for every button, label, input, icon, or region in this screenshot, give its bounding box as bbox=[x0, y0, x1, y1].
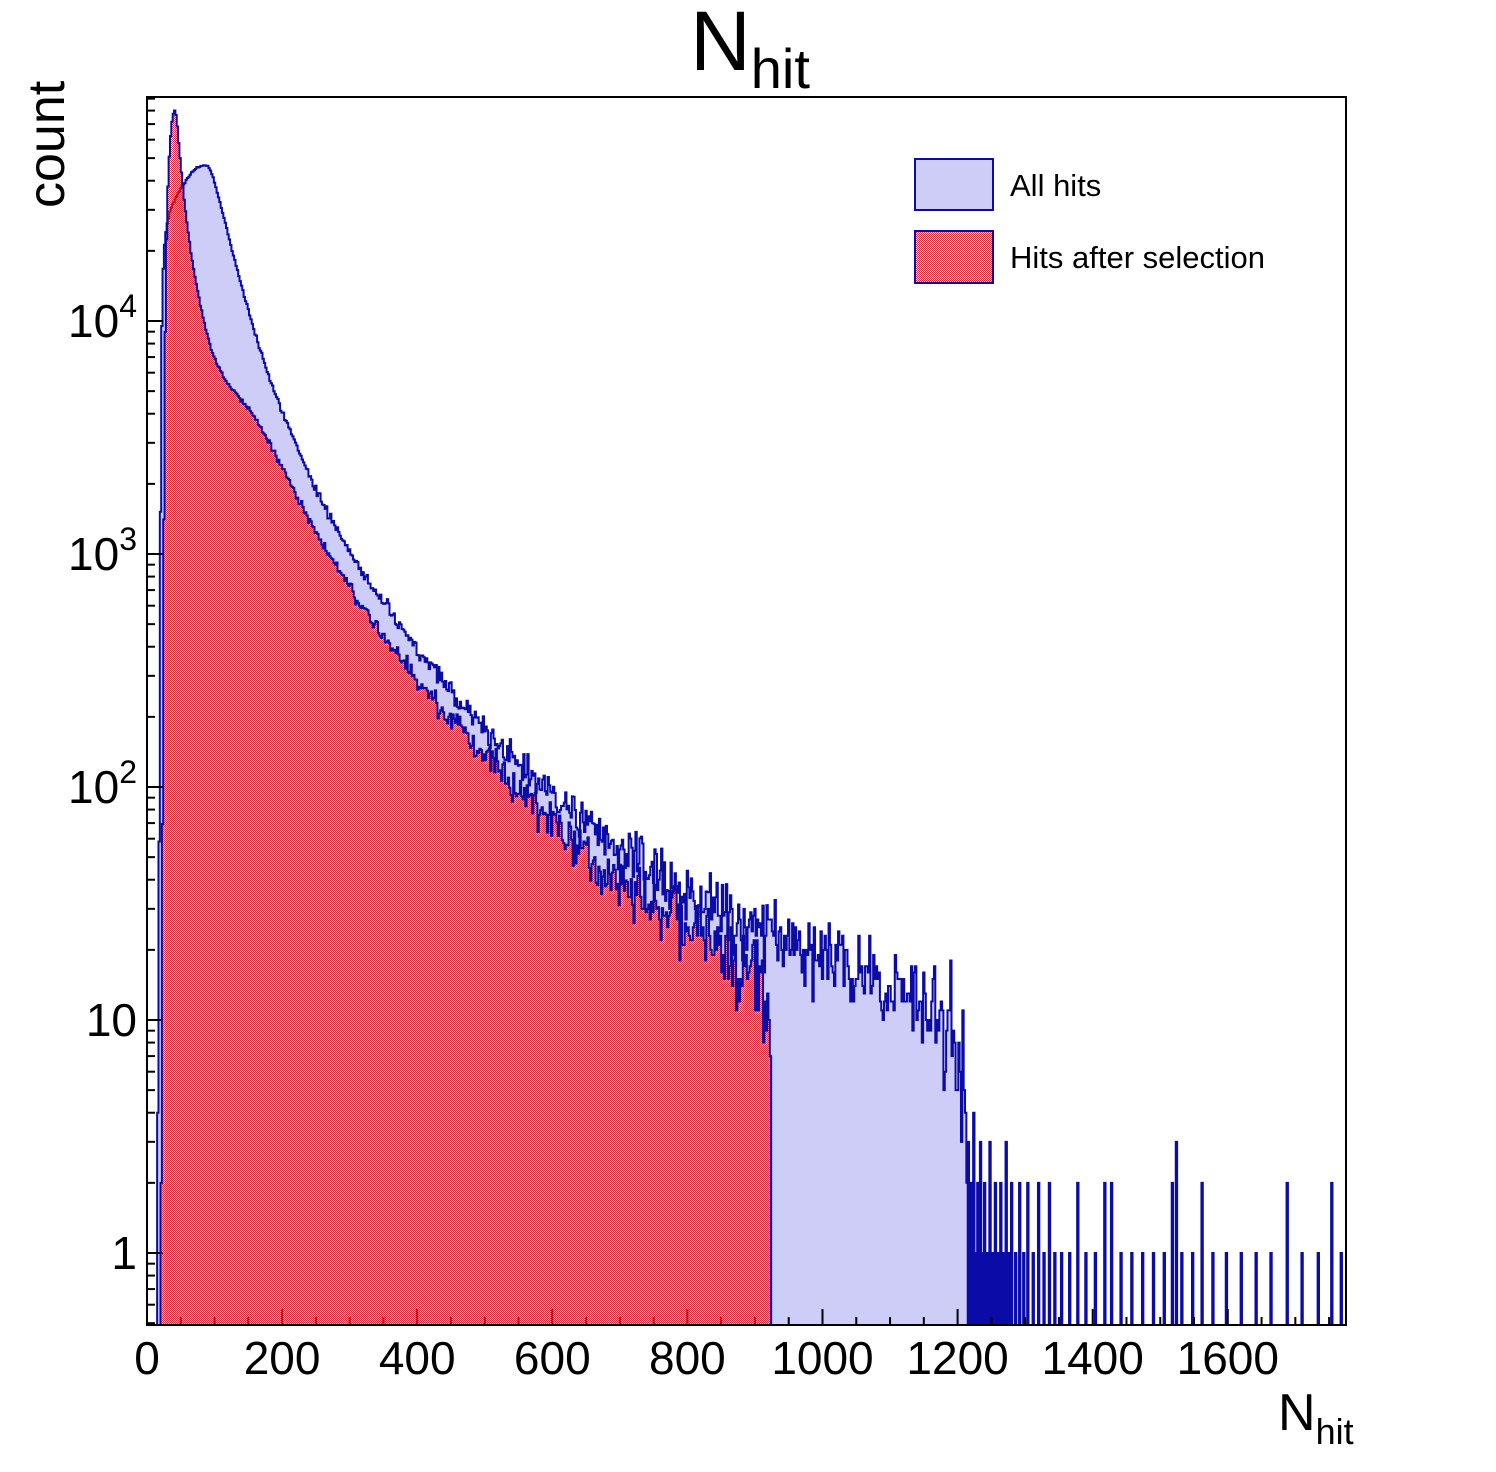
series-hits-after-selection bbox=[159, 109, 773, 1325]
y-tick-label: 1 bbox=[111, 1227, 137, 1279]
plot-frame bbox=[146, 96, 1347, 1326]
x-tick-label: 1000 bbox=[771, 1332, 873, 1384]
legend-swatch-all-hits bbox=[914, 158, 994, 211]
x-tick-label: 1600 bbox=[1177, 1332, 1279, 1384]
plot-title: Nhit bbox=[690, 0, 810, 100]
hits-after-selection-histogram bbox=[159, 109, 773, 1325]
legend-label-all-hits: All hits bbox=[1010, 168, 1101, 203]
x-tick-label: 800 bbox=[649, 1332, 726, 1384]
x-tick-label: 400 bbox=[379, 1332, 456, 1384]
legend-label-hits-after-selection: Hits after selection bbox=[1010, 240, 1265, 275]
y-tick-label: 102 bbox=[68, 754, 137, 813]
x-tick-label: 600 bbox=[514, 1332, 591, 1384]
x-tick-label: 0 bbox=[134, 1332, 160, 1384]
y-axis-tick-labels: 1 10 102 103 104 bbox=[68, 288, 137, 1279]
legend: All hits Hits after selection bbox=[914, 158, 1265, 284]
legend-swatch-hits-after-selection bbox=[914, 230, 994, 284]
x-tick-label: 1400 bbox=[1042, 1332, 1144, 1384]
x-tick-label: 1200 bbox=[906, 1332, 1008, 1384]
y-tick-label: 104 bbox=[68, 288, 137, 347]
y-axis-title: count bbox=[18, 80, 76, 208]
x-tick-label: 200 bbox=[244, 1332, 321, 1384]
y-tick-label: 103 bbox=[68, 521, 137, 580]
x-axis-tick-labels: 0 200 400 600 800 1000 1200 1400 1600 bbox=[134, 1332, 1279, 1384]
x-axis-title: Nhit bbox=[1278, 1384, 1354, 1452]
y-tick-label: 10 bbox=[86, 994, 137, 1046]
